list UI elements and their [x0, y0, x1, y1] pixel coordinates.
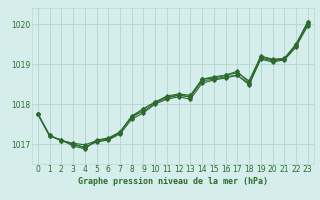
- X-axis label: Graphe pression niveau de la mer (hPa): Graphe pression niveau de la mer (hPa): [78, 177, 268, 186]
